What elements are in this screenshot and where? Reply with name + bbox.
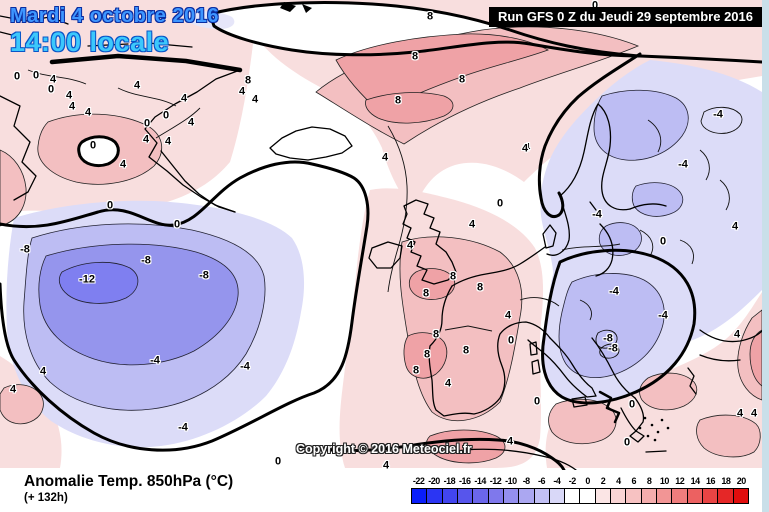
legend-cell [595, 489, 612, 503]
date-label: Mardi 4 octobre 2016 [10, 5, 219, 27]
thick-zero-contours [0, 0, 762, 470]
legend-tick-row: -22 -20 -18 -16 -14 -12 -10 -8 -6 -4 -2 0 2 4 6 8 10 12 14… [411, 476, 749, 487]
legend-tick: 8 [646, 476, 652, 486]
greenland-north-coast [49, 53, 243, 73]
legend-tick: 0 [585, 476, 590, 486]
legend-cell [718, 489, 734, 503]
legend-tick: -18 [443, 476, 456, 486]
legend-tick: -14 [474, 476, 486, 486]
time-label: 14:00 locale [10, 27, 170, 57]
legend-tick: -22 [412, 476, 425, 486]
legend-tick: 4 [616, 476, 621, 486]
coastlines [0, 15, 762, 470]
legend-cell [534, 489, 550, 503]
legend-cell [457, 489, 474, 503]
legend-tick: -8 [522, 476, 531, 486]
legend-tick: -12 [489, 476, 502, 486]
legend-cell [733, 489, 748, 503]
legend-cell [519, 489, 535, 503]
greenland-zero-loop [77, 135, 120, 168]
legend-cell [503, 489, 520, 503]
legend-cell [626, 489, 642, 503]
legend-tick: -2 [568, 476, 577, 486]
legend-cell [641, 489, 657, 503]
aegean-islands [638, 416, 670, 442]
legend-cell [488, 489, 504, 503]
legend-cell [412, 489, 428, 503]
legend-cell [687, 489, 703, 503]
legend-tick: -4 [553, 476, 561, 486]
thin-contours [27, 69, 743, 359]
legend-tick: 12 [675, 476, 685, 486]
legend-cell [702, 489, 719, 503]
forecast-offset: (+ 132h) [24, 492, 68, 504]
legend-cell [427, 489, 443, 503]
anomaly-map-canvas [0, 0, 762, 470]
legend-cell [473, 489, 489, 503]
legend-cell [611, 489, 627, 503]
map-title: Anomalie Temp. 850hPa (°C) [24, 473, 234, 490]
legend-tick: 20 [736, 476, 747, 486]
legend-tick: -6 [538, 476, 546, 486]
legend-cell [549, 489, 566, 503]
arctic-lavender-patch [185, 11, 235, 29]
model-run-banner: Run GFS 0 Z du Jeudi 29 septembre 2016 [488, 7, 762, 27]
legend-cell [657, 489, 673, 503]
legend-cell [565, 489, 581, 503]
legend-cell [672, 489, 688, 503]
anomaly-fill-blue-core [58, 261, 139, 304]
color-scale-legend: -22 -20 -18 -16 -14 -12 -10 -8 -6 -4 -2 0 2 4 6 8 10 12 14… [411, 476, 749, 504]
legend-tick: 16 [706, 476, 716, 486]
copyright-watermark: Copyright © 2016 Meteociel.fr [296, 442, 472, 456]
legend-tick: -16 [459, 476, 471, 486]
legend-cell [442, 489, 458, 503]
legend-tick: 10 [659, 476, 670, 486]
legend-color-bar [411, 488, 749, 504]
footer-bar: Anomalie Temp. 850hPa (°C) (+ 132h) -22-… [0, 470, 762, 512]
legend-tick: 14 [690, 476, 701, 486]
legend-tick: 6 [631, 476, 636, 486]
legend-tick: -20 [428, 476, 440, 486]
legend-cell [580, 489, 596, 503]
legend-tick: 18 [721, 476, 731, 486]
page-background-strip [762, 0, 769, 512]
legend-tick: -10 [505, 476, 517, 486]
legend-tick: 2 [600, 476, 606, 486]
